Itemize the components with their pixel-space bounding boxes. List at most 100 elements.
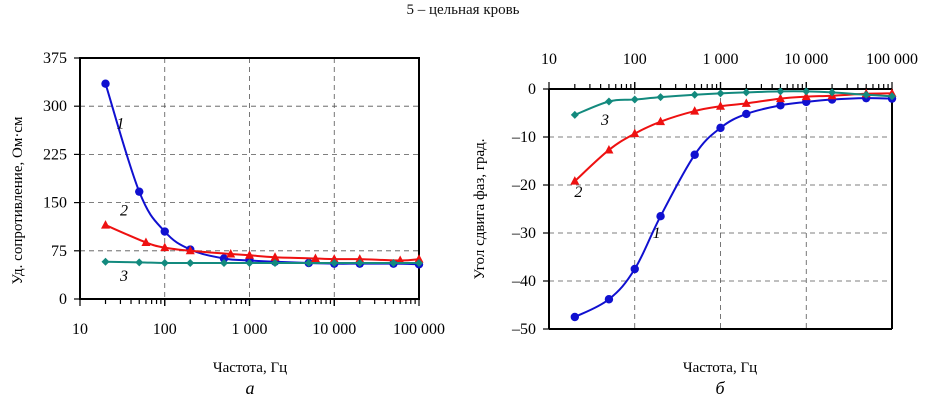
- data-point: [604, 97, 613, 106]
- data-point: [630, 264, 639, 274]
- series-2: 2: [570, 88, 897, 201]
- y-tick-label: 300: [43, 98, 67, 115]
- chart-b-phase-angle: 10 100 1 000 10 000 100 000 –50 –40 –30 –20 –10 0 Ч…: [472, 51, 918, 398]
- data-point: [101, 257, 110, 266]
- data-point: [160, 259, 169, 268]
- x-axis-ticks: [74, 57, 420, 306]
- data-point: [690, 150, 699, 159]
- x-axis-ticks: [543, 82, 893, 330]
- data-point: [219, 254, 229, 263]
- data-point: [135, 258, 144, 267]
- y-tick-label: 0: [59, 291, 67, 308]
- x-tick-label: 10 000: [784, 51, 828, 68]
- data-point: [101, 220, 111, 229]
- data-point: [355, 259, 364, 268]
- data-point: [716, 123, 725, 133]
- panel-label: а: [246, 378, 255, 398]
- data-point: [604, 295, 614, 304]
- data-point: [690, 90, 699, 99]
- y-tick-label: –40: [511, 273, 536, 290]
- data-point: [329, 254, 339, 263]
- data-point: [656, 93, 665, 102]
- x-axis-label: Частота, Гц: [213, 360, 287, 376]
- y-tick-label: 225: [43, 146, 67, 163]
- x-tick-label: 100: [153, 321, 177, 338]
- y-tick-label: 150: [43, 195, 67, 212]
- data-point: [414, 254, 424, 263]
- data-point: [630, 128, 640, 138]
- data-point: [775, 93, 785, 103]
- series-label: 1: [116, 116, 124, 133]
- data-point: [330, 259, 339, 268]
- data-point: [141, 237, 151, 246]
- y-tick-label: 0: [528, 81, 536, 98]
- x-tick-label: 100: [623, 51, 647, 68]
- data-point: [415, 259, 423, 268]
- x-tick-label: 10: [541, 51, 557, 68]
- x-tick-label: 1 000: [703, 51, 739, 68]
- data-point: [828, 88, 837, 97]
- y-tick-label: –50: [511, 321, 536, 338]
- data-point: [226, 249, 236, 258]
- series-2-line: [105, 224, 420, 262]
- data-point: [690, 106, 700, 115]
- chart-a-resistivity: 10 100 1 000 10 000 100 000 0 75 150 225 300 375 Ча…: [10, 50, 445, 398]
- data-point: [355, 254, 365, 263]
- data-point: [271, 259, 280, 268]
- series-label: 2: [574, 184, 582, 201]
- series-label: 2: [120, 202, 128, 219]
- series-2: 2: [101, 202, 424, 264]
- x-tick-label: 100 000: [393, 321, 445, 338]
- series-1-line: [574, 97, 893, 318]
- data-point: [656, 116, 666, 126]
- data-point: [802, 87, 811, 96]
- series-label: 3: [600, 112, 609, 129]
- series-1: 1: [570, 93, 897, 322]
- data-point: [716, 101, 725, 110]
- series-label: 3: [119, 268, 128, 285]
- data-point: [801, 91, 811, 101]
- series-3: 3: [101, 257, 423, 285]
- data-point: [245, 259, 254, 268]
- x-tick-label: 1 000: [232, 321, 268, 338]
- data-point: [186, 259, 195, 268]
- y-tick-label: –20: [511, 177, 536, 194]
- y-tick-label: 375: [43, 50, 67, 67]
- data-point: [245, 250, 254, 259]
- data-point: [160, 227, 169, 236]
- data-point: [101, 79, 110, 88]
- data-point: [310, 253, 320, 263]
- x-tick-label: 10: [72, 321, 88, 338]
- data-point: [776, 101, 785, 110]
- data-point: [185, 245, 195, 255]
- figure-caption: 5 – цельная кровь: [406, 2, 520, 18]
- series-label: 1: [653, 225, 661, 242]
- y-tick-label: –10: [511, 129, 536, 146]
- y-axis-label: Угол сдвига фаз, град.: [472, 138, 488, 279]
- data-point: [389, 259, 398, 268]
- y-axis-label: Уд. сопротивление, Ом·см: [10, 116, 26, 284]
- data-point: [570, 176, 580, 185]
- data-point: [304, 259, 313, 268]
- data-point: [630, 95, 639, 104]
- data-point: [741, 98, 751, 107]
- data-point: [570, 110, 579, 119]
- series-1-line: [104, 83, 420, 266]
- data-point: [604, 144, 614, 154]
- y-tick-label: –30: [511, 225, 536, 242]
- data-point: [776, 87, 785, 96]
- data-point: [270, 252, 280, 261]
- data-point: [219, 259, 228, 268]
- x-tick-label: 10 000: [312, 321, 356, 338]
- panel-label: б: [715, 378, 725, 398]
- data-point: [135, 187, 144, 196]
- data-point: [395, 255, 405, 264]
- data-point: [160, 242, 170, 252]
- data-point: [862, 90, 871, 99]
- data-point: [888, 92, 896, 101]
- x-axis-label: Частота, Гц: [683, 360, 757, 376]
- series-1: 1: [101, 79, 424, 269]
- data-point: [716, 89, 725, 98]
- data-point: [656, 212, 665, 221]
